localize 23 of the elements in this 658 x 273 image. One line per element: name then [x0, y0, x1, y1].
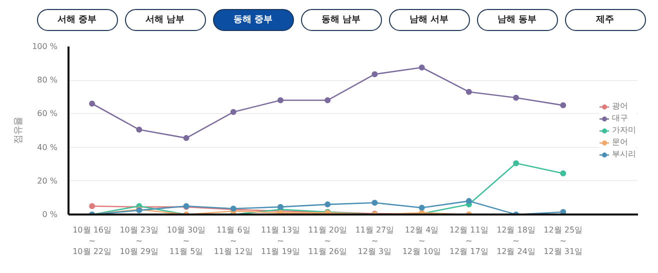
x-tick-label: 11월 6일 ~ 11월 12일 [214, 226, 253, 256]
x-tick-label: 11월 13일 ~ 11월 19일 [261, 226, 300, 256]
y-tick-label: 0 % [42, 210, 58, 219]
y-axis-title: 점유율 [13, 117, 24, 144]
y-tick-label: 100 % [32, 42, 58, 51]
x-tick-label: 12월 25일 ~ 12월 31일 [544, 226, 583, 256]
x-tick-label: 12월 11일 ~ 12월 17일 [449, 226, 488, 256]
legend-label: 문어 [612, 136, 628, 148]
x-tick-label: 12월 4일 ~ 12월 10일 [402, 226, 442, 256]
legend-label: 가자미 [612, 124, 636, 136]
x-tick-label: 12월 18일 ~ 12월 24일 [496, 226, 536, 256]
x-tick-label: 11월 20일 ~ 11월 26일 [308, 226, 348, 256]
x-tick-label: 10월 16일 ~ 10월 22일 [72, 226, 112, 256]
y-tick-label: 40 % [37, 142, 58, 152]
legend-label: 광어 [612, 100, 628, 112]
legend-label: 부시리 [612, 148, 636, 160]
y-tick-label: 60 % [37, 109, 58, 118]
y-tick-label: 80 % [37, 76, 58, 85]
x-tick-label: 10월 30일 ~ 11월 5일 [166, 226, 206, 256]
x-tick-label: 11월 27일 ~ 12월 3일 [355, 226, 394, 256]
legend-label: 대구 [612, 112, 628, 124]
x-tick-label: 10월 23일 ~ 10월 29일 [120, 226, 159, 256]
y-tick-label: 20 % [37, 176, 58, 186]
